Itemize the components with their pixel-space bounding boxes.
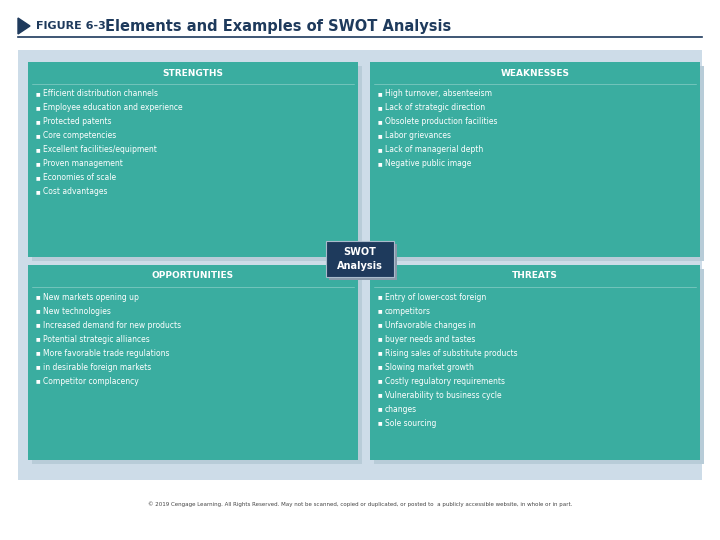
Text: ■: ■ — [36, 176, 40, 180]
Text: changes: changes — [385, 404, 417, 414]
Text: ■: ■ — [378, 105, 382, 111]
Text: THREATS: THREATS — [512, 272, 558, 280]
Text: ■: ■ — [36, 147, 40, 152]
Text: ■: ■ — [36, 308, 40, 314]
Text: FIGURE 6-3: FIGURE 6-3 — [36, 21, 106, 31]
Text: ■: ■ — [378, 161, 382, 166]
Text: ■: ■ — [378, 379, 382, 383]
Text: ■: ■ — [36, 133, 40, 138]
Text: More favorable trade regulations: More favorable trade regulations — [43, 348, 169, 357]
Text: ■: ■ — [36, 322, 40, 327]
Text: High turnover, absenteeism: High turnover, absenteeism — [385, 90, 492, 98]
Text: Rising sales of substitute products: Rising sales of substitute products — [385, 348, 518, 357]
Text: Entry of lower-cost foreign: Entry of lower-cost foreign — [385, 293, 486, 301]
FancyBboxPatch shape — [28, 62, 358, 257]
FancyBboxPatch shape — [28, 265, 358, 460]
Text: ■: ■ — [36, 364, 40, 369]
FancyBboxPatch shape — [18, 50, 702, 480]
FancyBboxPatch shape — [32, 269, 362, 464]
Text: Obsolete production facilities: Obsolete production facilities — [385, 118, 498, 126]
Text: ■: ■ — [36, 119, 40, 125]
Text: Employee education and experience: Employee education and experience — [43, 104, 183, 112]
Text: ■: ■ — [378, 393, 382, 397]
Text: ■: ■ — [378, 119, 382, 125]
Text: Elements and Examples of SWOT Analysis: Elements and Examples of SWOT Analysis — [105, 18, 451, 33]
Text: Economies of scale: Economies of scale — [43, 173, 116, 183]
Text: Increased demand for new products: Increased demand for new products — [43, 321, 181, 329]
Text: competitors: competitors — [385, 307, 431, 315]
Text: Proven management: Proven management — [43, 159, 123, 168]
Text: New markets opening up: New markets opening up — [43, 293, 139, 301]
Text: Core competencies: Core competencies — [43, 132, 116, 140]
Text: ■: ■ — [378, 322, 382, 327]
Text: Efficient distribution channels: Efficient distribution channels — [43, 90, 158, 98]
FancyBboxPatch shape — [32, 66, 362, 261]
Text: Negative public image: Negative public image — [385, 159, 472, 168]
Text: ■: ■ — [378, 133, 382, 138]
FancyBboxPatch shape — [370, 62, 700, 257]
Polygon shape — [18, 18, 30, 34]
FancyBboxPatch shape — [374, 269, 704, 464]
Text: © 2019 Cengage Learning. All Rights Reserved. May not be scanned, copied or dupl: © 2019 Cengage Learning. All Rights Rese… — [148, 501, 572, 507]
Text: Lack of managerial depth: Lack of managerial depth — [385, 145, 483, 154]
Text: ■: ■ — [378, 350, 382, 355]
FancyBboxPatch shape — [370, 265, 700, 460]
Text: ■: ■ — [378, 421, 382, 426]
Text: Excellent facilities/equipment: Excellent facilities/equipment — [43, 145, 157, 154]
Text: ■: ■ — [378, 147, 382, 152]
Text: ■: ■ — [36, 91, 40, 97]
Text: Costly regulatory requirements: Costly regulatory requirements — [385, 376, 505, 386]
FancyBboxPatch shape — [329, 244, 397, 280]
Text: Sole sourcing: Sole sourcing — [385, 418, 436, 428]
FancyBboxPatch shape — [326, 241, 394, 277]
Text: ■: ■ — [36, 190, 40, 194]
Text: ■: ■ — [378, 336, 382, 341]
Text: Lack of strategic direction: Lack of strategic direction — [385, 104, 485, 112]
Text: ■: ■ — [36, 294, 40, 300]
Text: Unfavorable changes in: Unfavorable changes in — [385, 321, 476, 329]
Text: SWOT
Analysis: SWOT Analysis — [337, 247, 383, 271]
FancyBboxPatch shape — [374, 66, 704, 261]
Text: WEAKNESSES: WEAKNESSES — [500, 69, 570, 78]
Text: Cost advantages: Cost advantages — [43, 187, 107, 197]
Text: STRENGTHS: STRENGTHS — [163, 69, 223, 78]
Text: in desirable foreign markets: in desirable foreign markets — [43, 362, 151, 372]
Text: ■: ■ — [36, 161, 40, 166]
Text: Slowing market growth: Slowing market growth — [385, 362, 474, 372]
Text: buyer needs and tastes: buyer needs and tastes — [385, 334, 475, 343]
Text: ■: ■ — [36, 105, 40, 111]
Text: Protected patents: Protected patents — [43, 118, 112, 126]
Text: OPPORTUNITIES: OPPORTUNITIES — [152, 272, 234, 280]
Text: Vulnerability to business cycle: Vulnerability to business cycle — [385, 390, 502, 400]
Text: ■: ■ — [378, 364, 382, 369]
Text: ■: ■ — [36, 350, 40, 355]
Text: New technologies: New technologies — [43, 307, 111, 315]
Text: ■: ■ — [378, 91, 382, 97]
Text: Competitor complacency: Competitor complacency — [43, 376, 139, 386]
Text: Labor grievances: Labor grievances — [385, 132, 451, 140]
Text: ■: ■ — [36, 379, 40, 383]
Text: ■: ■ — [378, 294, 382, 300]
Text: ■: ■ — [36, 336, 40, 341]
Text: ■: ■ — [378, 407, 382, 411]
Text: ■: ■ — [378, 308, 382, 314]
Text: Potential strategic alliances: Potential strategic alliances — [43, 334, 150, 343]
